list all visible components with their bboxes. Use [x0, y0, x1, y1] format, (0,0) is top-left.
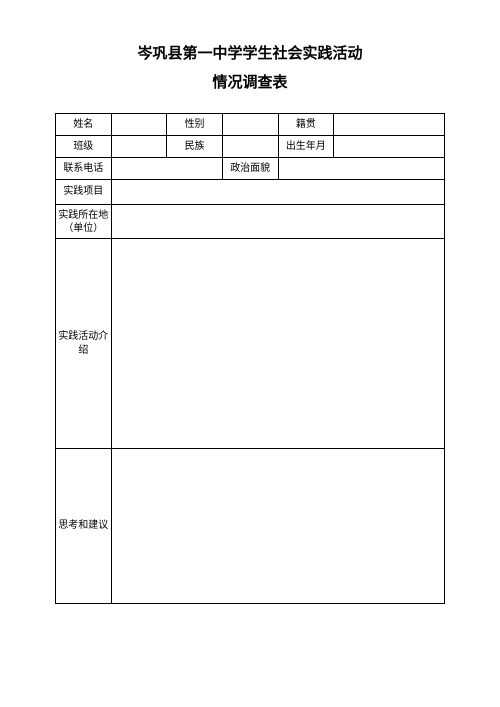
table-row: 实践项目: [56, 180, 445, 205]
value-ethnicity[interactable]: [222, 136, 278, 158]
value-location[interactable]: [111, 205, 444, 239]
label-location: 实践所在地（单位）: [56, 205, 112, 239]
table-row: 实践活动介绍: [56, 239, 445, 449]
label-ethnicity: 民族: [167, 136, 223, 158]
title-line-2: 情况调查表: [55, 69, 445, 98]
label-phone: 联系电话: [56, 158, 112, 180]
label-suggestion: 思考和建议: [56, 449, 112, 604]
value-description[interactable]: [111, 239, 444, 449]
title-line-1: 岑巩县第一中学学生社会实践活动: [55, 40, 445, 69]
table-row: 思考和建议: [56, 449, 445, 604]
value-class[interactable]: [111, 136, 167, 158]
value-birth[interactable]: [334, 136, 445, 158]
label-name: 姓名: [56, 114, 112, 136]
label-origin: 籍贯: [278, 114, 334, 136]
table-row: 联系电话 政治面貌: [56, 158, 445, 180]
value-suggestion[interactable]: [111, 449, 444, 604]
value-name[interactable]: [111, 114, 167, 136]
label-project: 实践项目: [56, 180, 112, 205]
label-political: 政治面貌: [222, 158, 278, 180]
table-row: 班级 民族 出生年月: [56, 136, 445, 158]
form-title-block: 岑巩县第一中学学生社会实践活动 情况调查表: [55, 40, 445, 97]
table-row: 姓名 性别 籍贯: [56, 114, 445, 136]
value-origin[interactable]: [334, 114, 445, 136]
survey-form-table: 姓名 性别 籍贯 班级 民族 出生年月 联系电话 政治面貌 实践项目 实践所在地…: [55, 113, 445, 604]
label-description: 实践活动介绍: [56, 239, 112, 449]
table-row: 实践所在地（单位）: [56, 205, 445, 239]
label-gender: 性别: [167, 114, 223, 136]
label-class: 班级: [56, 136, 112, 158]
value-phone[interactable]: [111, 158, 222, 180]
value-political[interactable]: [278, 158, 445, 180]
label-birth: 出生年月: [278, 136, 334, 158]
value-gender[interactable]: [222, 114, 278, 136]
value-project[interactable]: [111, 180, 444, 205]
